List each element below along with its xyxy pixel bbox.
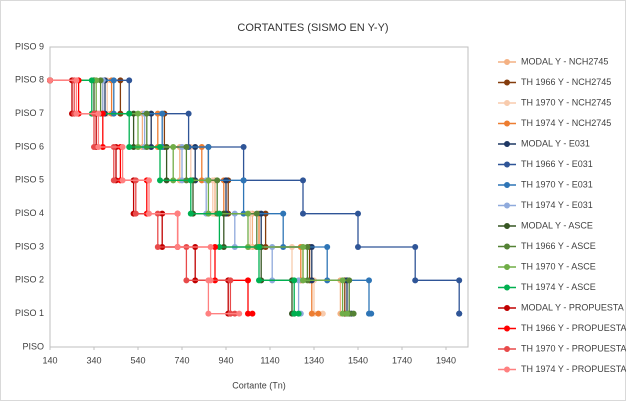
marker xyxy=(291,310,298,317)
marker xyxy=(216,244,223,250)
marker xyxy=(146,210,152,217)
marker xyxy=(350,310,357,317)
marker xyxy=(249,310,256,317)
legend-label: TH 1966 Y - ASCE xyxy=(521,241,596,251)
marker xyxy=(187,210,194,217)
marker xyxy=(183,277,190,284)
x-axis-label: Cortante (Tn) xyxy=(232,380,286,390)
legend-label: TH 1966 Y - E031 xyxy=(521,159,593,169)
marker xyxy=(368,310,375,317)
x-tick-label: 740 xyxy=(174,355,189,365)
y-tick-label: PISO 3 xyxy=(15,241,44,251)
marker xyxy=(154,244,161,250)
x-tick-label: 540 xyxy=(130,355,145,365)
y-tick-label: PISO 6 xyxy=(15,141,44,151)
chart-title: CORTANTES (SISMO EN Y-Y) xyxy=(237,22,388,34)
legend-marker xyxy=(504,346,510,352)
x-tick-label: 340 xyxy=(86,355,101,365)
x-tick-label: 1340 xyxy=(304,355,324,365)
legend-marker xyxy=(504,100,510,106)
legend-marker xyxy=(504,182,510,188)
legend-label: TH 1966 Y - NCH2745 xyxy=(521,77,611,87)
y-tick-label: PISO 7 xyxy=(15,108,44,118)
x-tick-label: 1140 xyxy=(260,355,279,365)
marker-start xyxy=(47,77,53,84)
y-tick-label: PISO 2 xyxy=(15,275,44,285)
marker xyxy=(236,310,243,317)
legend-label: TH 1966 Y - PROPUESTA xyxy=(521,323,626,333)
legend-label: TH 1970 Y - ASCE xyxy=(521,261,596,271)
legend-marker xyxy=(504,366,510,373)
y-tick-label: PISO 5 xyxy=(15,175,44,185)
legend-marker xyxy=(504,243,510,250)
legend-marker xyxy=(504,325,510,332)
y-tick-label: PISO 9 xyxy=(15,41,44,51)
legend-marker xyxy=(504,223,510,229)
plot-border xyxy=(49,46,469,348)
marker xyxy=(95,144,102,150)
y-tick-label: PISO 4 xyxy=(15,208,44,218)
marker xyxy=(91,144,97,150)
x-tick-label: 140 xyxy=(42,355,57,365)
marker xyxy=(119,177,126,184)
marker xyxy=(412,277,419,284)
legend-label: TH 1974 Y - NCH2745 xyxy=(521,118,611,128)
legend-marker xyxy=(504,161,510,168)
marker xyxy=(315,310,322,317)
marker xyxy=(300,277,306,284)
legend-label: MODAL Y - ASCE xyxy=(521,220,593,230)
y-tick-label: PISO 8 xyxy=(15,75,44,85)
x-tick-label: 940 xyxy=(218,355,233,365)
legend-marker xyxy=(504,264,510,270)
x-tick-label: 1740 xyxy=(392,355,412,365)
marker xyxy=(110,177,117,184)
marker xyxy=(319,310,326,317)
legend-label: TH 1974 Y - E031 xyxy=(521,200,593,210)
legend-marker xyxy=(504,202,510,209)
marker xyxy=(245,310,251,317)
legend-label: TH 1974 Y - PROPUESTA xyxy=(521,364,626,374)
legend-label: TH 1970 Y - PROPUESTA xyxy=(521,343,626,353)
marker xyxy=(132,210,139,217)
marker xyxy=(157,177,163,184)
marker xyxy=(355,244,361,250)
legend-marker xyxy=(504,284,510,291)
y-tick-label: PISO 1 xyxy=(15,308,44,318)
x-tick-label: 1940 xyxy=(436,355,456,365)
legend-marker xyxy=(504,79,510,86)
marker xyxy=(300,210,306,217)
y-tick-label: PISO xyxy=(22,341,44,351)
legend-label: TH 1970 Y - NCH2745 xyxy=(521,97,611,107)
legend-marker xyxy=(504,305,510,311)
marker xyxy=(73,110,80,117)
legend-label: MODAL Y - PROPUESTA xyxy=(521,302,624,312)
legend-label: TH 1974 Y - ASCE xyxy=(521,282,596,292)
legend-marker xyxy=(504,120,510,127)
legend-label: MODAL Y - E031 xyxy=(521,138,590,148)
legend-label: TH 1970 Y - E031 xyxy=(521,179,593,189)
x-tick-label: 1540 xyxy=(348,355,368,365)
marker xyxy=(344,310,350,317)
legend-marker xyxy=(504,141,510,147)
marker xyxy=(339,310,346,317)
marker xyxy=(456,310,463,317)
marker xyxy=(308,310,315,317)
marker xyxy=(256,277,262,284)
marker xyxy=(174,244,181,250)
marker xyxy=(205,310,212,317)
legend-marker xyxy=(504,59,510,65)
legend-label: MODAL Y - NCH2745 xyxy=(521,56,608,66)
marker xyxy=(295,310,302,317)
marker xyxy=(126,144,133,150)
